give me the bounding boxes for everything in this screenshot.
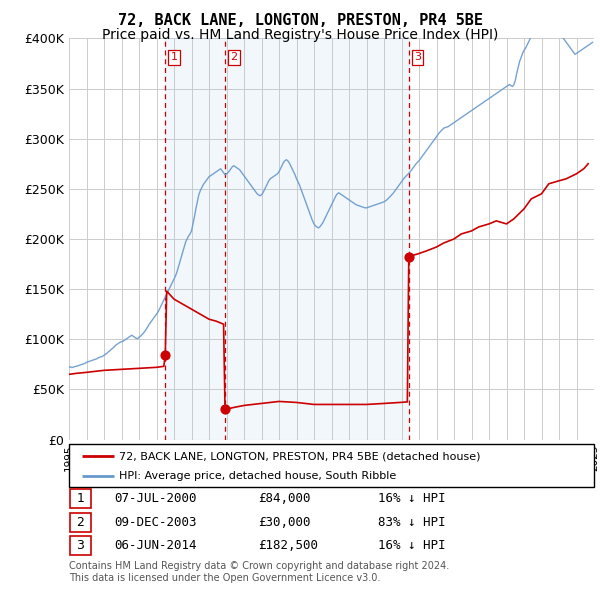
Point — [404, 252, 413, 261]
Point — [220, 405, 230, 414]
Text: 3: 3 — [76, 539, 85, 552]
Text: Price paid vs. HM Land Registry's House Price Index (HPI): Price paid vs. HM Land Registry's House … — [102, 28, 498, 42]
Text: 06-JUN-2014: 06-JUN-2014 — [114, 539, 197, 552]
Text: 72, BACK LANE, LONGTON, PRESTON, PR4 5BE: 72, BACK LANE, LONGTON, PRESTON, PR4 5BE — [118, 13, 482, 28]
Text: 1: 1 — [170, 53, 178, 63]
Text: £182,500: £182,500 — [258, 539, 318, 552]
Text: 2: 2 — [76, 516, 85, 529]
Text: HPI: Average price, detached house, South Ribble: HPI: Average price, detached house, Sout… — [119, 471, 396, 481]
Text: 3: 3 — [414, 53, 421, 63]
Text: 83% ↓ HPI: 83% ↓ HPI — [378, 516, 445, 529]
Text: Contains HM Land Registry data © Crown copyright and database right 2024.
This d: Contains HM Land Registry data © Crown c… — [69, 561, 449, 583]
Text: 07-JUL-2000: 07-JUL-2000 — [114, 492, 197, 505]
Bar — [165, 38, 409, 440]
Text: £30,000: £30,000 — [258, 516, 311, 529]
Text: 16% ↓ HPI: 16% ↓ HPI — [378, 539, 445, 552]
Point — [160, 350, 170, 360]
Text: 16% ↓ HPI: 16% ↓ HPI — [378, 492, 445, 505]
Text: 1: 1 — [76, 492, 85, 505]
Text: £84,000: £84,000 — [258, 492, 311, 505]
Text: 09-DEC-2003: 09-DEC-2003 — [114, 516, 197, 529]
Text: 2: 2 — [230, 53, 238, 63]
Text: 72, BACK LANE, LONGTON, PRESTON, PR4 5BE (detached house): 72, BACK LANE, LONGTON, PRESTON, PR4 5BE… — [119, 451, 481, 461]
